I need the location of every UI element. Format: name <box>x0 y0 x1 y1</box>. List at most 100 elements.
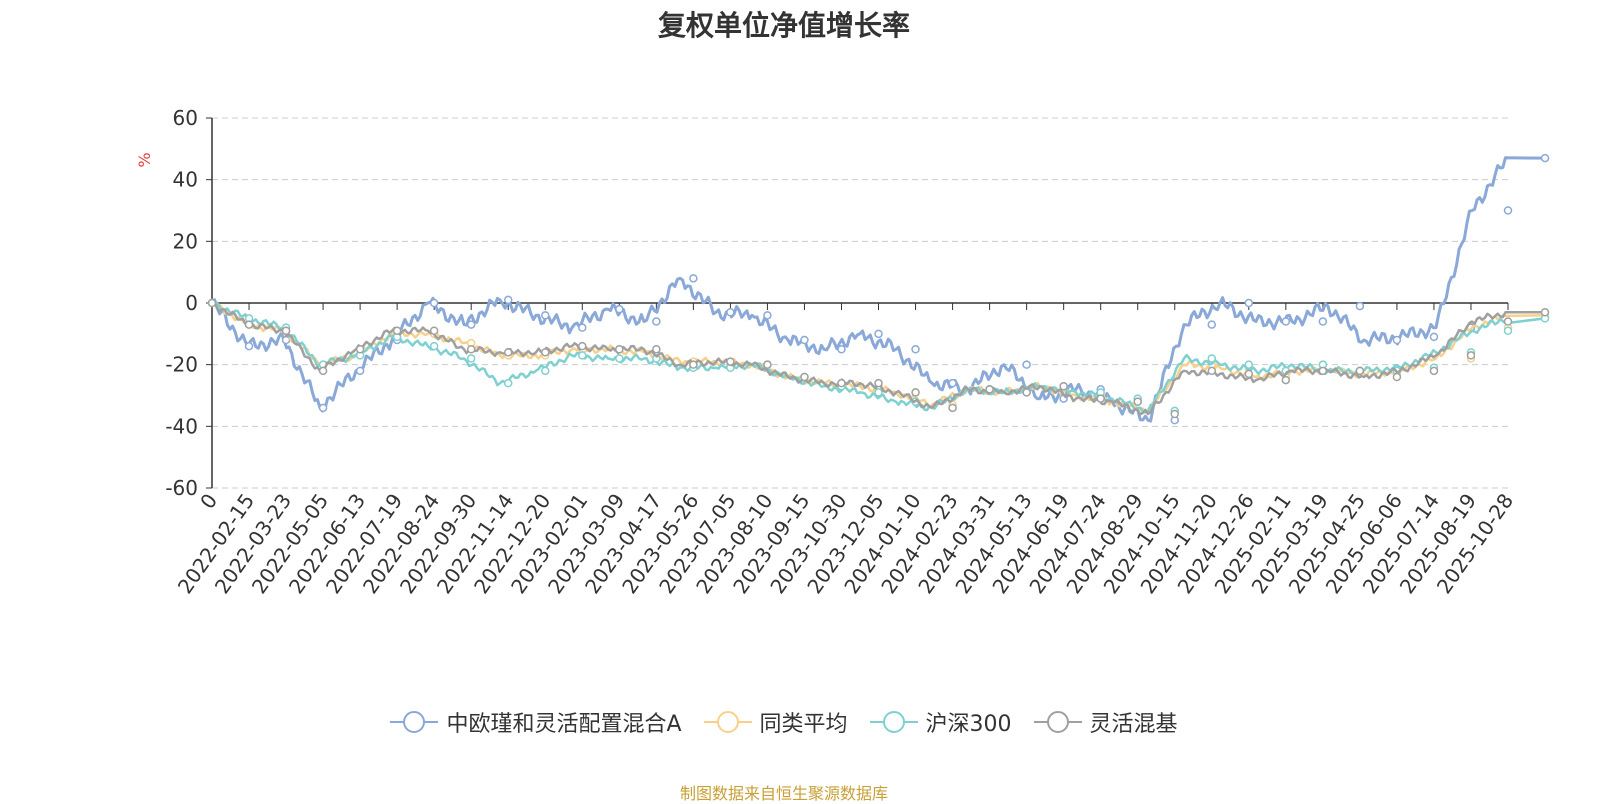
data-point <box>318 403 328 413</box>
data-point <box>911 388 920 397</box>
data-point <box>837 345 846 354</box>
data-point <box>503 295 513 305</box>
data-point <box>503 348 513 357</box>
data-point <box>1022 360 1031 369</box>
data-point <box>578 323 587 332</box>
data-point <box>1096 394 1105 403</box>
data-point <box>1207 366 1217 376</box>
data-point <box>1503 317 1513 326</box>
legend-item[interactable]: 沪深300 <box>869 706 1012 738</box>
data-point <box>355 366 365 376</box>
data-point <box>1318 366 1328 376</box>
line-chart: 6040200-20-40-6002022-02-152022-03-23202… <box>135 106 1550 598</box>
data-point <box>1170 409 1179 419</box>
series-line <box>210 156 1546 423</box>
legend-marker-icon <box>1033 711 1082 733</box>
data-point <box>1466 351 1476 360</box>
y-tick-label: 0 <box>185 291 198 315</box>
data-point <box>615 345 624 354</box>
y-tick-label: -20 <box>165 353 198 377</box>
legend-marker-icon <box>869 711 918 733</box>
data-point <box>874 329 883 339</box>
data-point <box>392 326 402 335</box>
data-point <box>1503 206 1513 215</box>
legend-item[interactable]: 同类平均 <box>703 706 848 738</box>
data-point <box>466 345 476 354</box>
data-point <box>948 403 957 413</box>
data-point <box>1207 354 1217 363</box>
legend-marker-icon <box>703 711 752 733</box>
data-point <box>578 351 587 360</box>
series-line <box>211 301 1546 414</box>
data-point <box>948 378 957 388</box>
data-point <box>466 320 476 329</box>
series-layer <box>207 153 1550 425</box>
y-tick-label: -40 <box>165 414 198 438</box>
chart-title: 复权单位净值增长率 <box>657 9 910 42</box>
data-point <box>763 311 772 320</box>
legend-label: 同类平均 <box>759 712 848 737</box>
source-note: 制图数据来自恒生聚源数据库 <box>679 784 888 803</box>
legend-item[interactable]: 中欧瑾和灵活配置混合A <box>390 706 682 738</box>
data-point <box>1281 317 1291 326</box>
data-point <box>689 360 698 369</box>
data-point <box>541 311 550 320</box>
data-point <box>244 320 254 329</box>
data-point <box>1244 298 1254 308</box>
data-point <box>1207 320 1217 329</box>
data-point <box>355 345 365 354</box>
data-point <box>1429 332 1439 342</box>
data-point <box>466 354 476 363</box>
data-point <box>1244 360 1254 369</box>
y-tick-label: 40 <box>173 168 198 192</box>
y-tick-label: -60 <box>165 476 198 500</box>
data-point <box>911 345 920 354</box>
data-point <box>1540 153 1550 163</box>
data-point <box>503 378 513 388</box>
data-point <box>1318 317 1328 326</box>
data-point <box>1022 388 1031 397</box>
data-point <box>429 326 439 335</box>
y-tick-label: 20 <box>173 229 198 253</box>
data-point <box>1133 397 1142 406</box>
data-point <box>1429 366 1439 376</box>
legend-label: 灵活混基 <box>1089 712 1178 737</box>
data-point <box>541 348 550 357</box>
data-point <box>207 298 217 308</box>
legend-marker-icon <box>390 711 439 733</box>
data-point <box>1355 366 1365 376</box>
data-point <box>281 326 291 335</box>
data-point <box>318 366 328 376</box>
data-point <box>1059 382 1068 391</box>
x-tick-label: 0 <box>195 489 222 513</box>
y-axis-label: % <box>135 152 154 167</box>
data-point <box>1392 335 1402 345</box>
data-point <box>1281 375 1291 385</box>
data-point <box>615 354 624 363</box>
data-point <box>689 274 698 283</box>
data-point <box>837 378 846 388</box>
data-point <box>726 357 735 366</box>
data-point <box>429 341 439 351</box>
data-point <box>800 372 809 382</box>
data-point <box>763 360 772 369</box>
legend-item[interactable]: 灵活混基 <box>1033 706 1178 738</box>
data-point <box>985 385 994 394</box>
data-point <box>615 304 624 314</box>
data-point <box>652 345 661 354</box>
data-point <box>541 366 550 376</box>
data-point <box>726 308 735 317</box>
series-line <box>211 301 1545 416</box>
data-point <box>429 298 439 308</box>
data-point <box>1392 372 1402 382</box>
data-point <box>1244 369 1254 379</box>
data-point <box>578 341 587 351</box>
y-tick-label: 60 <box>173 106 198 130</box>
data-point <box>800 335 809 345</box>
data-point <box>652 317 661 326</box>
legend: 中欧瑾和灵活配置混合A 同类平均 沪深300 灵活混基 <box>0 706 1568 738</box>
data-point <box>1503 326 1513 335</box>
legend-label: 沪深300 <box>925 712 1012 737</box>
data-point <box>1540 308 1550 317</box>
data-point <box>874 388 883 397</box>
